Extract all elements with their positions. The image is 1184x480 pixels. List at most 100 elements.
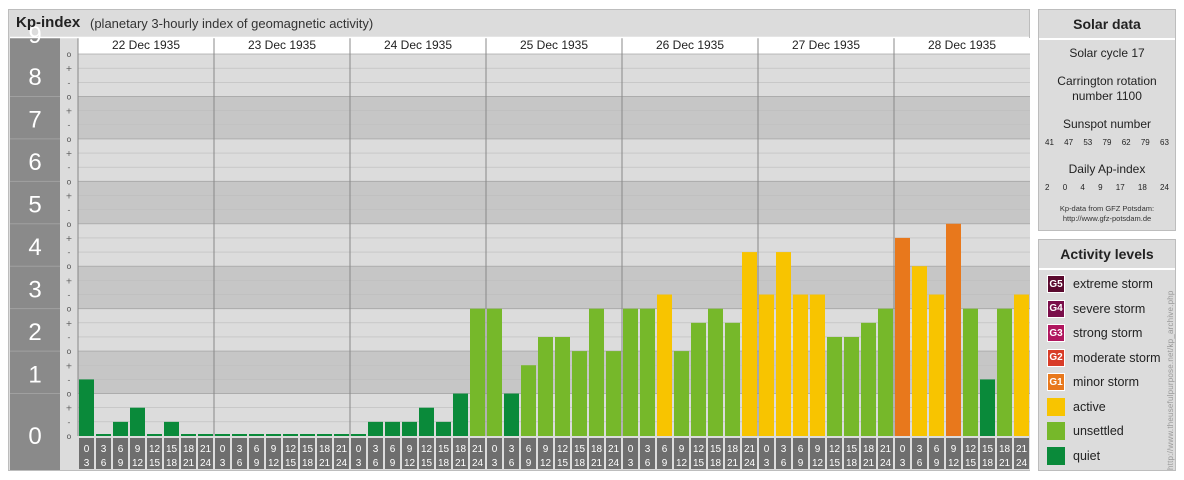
interval-cell	[300, 438, 315, 469]
interval-end: 12	[676, 458, 688, 469]
solar-value: 79	[1140, 138, 1150, 147]
interval-cell	[810, 438, 825, 469]
interval-end: 9	[798, 458, 804, 469]
legend-swatch: G1	[1047, 373, 1065, 391]
interval-cell	[385, 438, 400, 469]
level-band	[78, 181, 1030, 224]
kp-bar	[810, 294, 825, 436]
interval-start: 0	[628, 444, 634, 455]
interval-end: 21	[455, 458, 467, 469]
kp-bar	[878, 308, 893, 436]
kp-bar	[980, 379, 995, 436]
ap-index-values: 2 0 4 9 17 18 24	[1045, 183, 1169, 192]
kp-bar	[572, 351, 587, 436]
kp-bar	[283, 434, 298, 436]
interval-end: 18	[982, 458, 994, 469]
interval-end: 15	[693, 458, 705, 469]
interval-cell	[725, 438, 740, 469]
minor-tick-label: o	[67, 177, 72, 186]
interval-end: 18	[574, 458, 586, 469]
solar-value: 4	[1080, 183, 1085, 192]
interval-cell	[181, 438, 196, 469]
interval-start: 21	[472, 444, 484, 455]
interval-start: 3	[917, 444, 923, 455]
interval-start: 12	[829, 444, 841, 455]
minor-tick-label: +	[66, 191, 73, 200]
interval-start: 18	[863, 444, 875, 455]
solar-value: 9	[1098, 183, 1103, 192]
interval-cell	[929, 438, 944, 469]
interval-end: 3	[900, 458, 906, 469]
minor-tick-label: +	[66, 276, 73, 285]
solar-value: 53	[1083, 138, 1093, 147]
interval-end: 18	[302, 458, 314, 469]
interval-cell	[164, 438, 179, 469]
legend-label: strong storm	[1073, 326, 1143, 340]
interval-start: 6	[118, 444, 124, 455]
interval-start: 9	[951, 444, 957, 455]
y-tick-label: 6	[28, 149, 41, 176]
kp-bar	[402, 421, 417, 436]
interval-start: 15	[846, 444, 858, 455]
interval-cell	[589, 438, 604, 469]
interval-cell	[198, 438, 213, 469]
interval-cell	[878, 438, 893, 469]
legend-swatch	[1047, 422, 1065, 440]
legend-item: G3 strong storm	[1047, 323, 1142, 343]
kp-bar	[385, 421, 400, 436]
interval-start: 9	[135, 444, 141, 455]
kp-bar	[742, 252, 757, 436]
kp-bar	[708, 308, 723, 436]
minor-tick-label: -	[68, 291, 71, 300]
interval-cell	[538, 438, 553, 469]
interval-cell	[436, 438, 451, 469]
interval-cell	[419, 438, 434, 469]
interval-end: 3	[764, 458, 770, 469]
interval-cell	[96, 438, 111, 469]
interval-end: 21	[727, 458, 739, 469]
minor-tick-label: -	[68, 78, 71, 87]
minor-axis-column	[60, 38, 78, 470]
sunspot-values: 41 47 53 79 62 79 63	[1045, 138, 1169, 147]
credit-line-1: Kp-data from GFZ Potsdam:	[1059, 204, 1155, 213]
credit-link[interactable]: http://www.gfz-potsdam.de	[1062, 214, 1152, 223]
interval-end: 6	[917, 458, 923, 469]
minor-tick-label: -	[68, 121, 71, 130]
interval-start: 18	[999, 444, 1011, 455]
interval-end: 15	[149, 458, 161, 469]
solar-value: 0	[1062, 183, 1068, 192]
interval-start: 9	[271, 444, 277, 455]
interval-end: 21	[999, 458, 1011, 469]
interval-end: 18	[710, 458, 722, 469]
legend-label: minor storm	[1073, 375, 1139, 389]
level-band	[78, 266, 1030, 309]
interval-end: 12	[132, 458, 144, 469]
interval-start: 6	[526, 444, 532, 455]
kp-bar	[266, 434, 281, 436]
kp-bar	[232, 434, 247, 436]
y-tick-label: 1	[28, 361, 41, 388]
interval-start: 18	[591, 444, 603, 455]
day-label: 28 Dec 1935	[928, 38, 996, 52]
minor-tick-label: +	[66, 234, 73, 243]
interval-end: 9	[118, 458, 124, 469]
interval-end: 3	[220, 458, 226, 469]
kp-bar	[963, 308, 978, 436]
y-tick-label: 0	[28, 423, 41, 450]
legend-swatch	[1047, 446, 1065, 465]
interval-cell	[946, 438, 961, 469]
solar-value: 63	[1160, 138, 1169, 147]
legend-item: G5 extreme storm	[1047, 274, 1153, 294]
interval-start: 3	[781, 444, 787, 455]
interval-end: 24	[336, 458, 348, 469]
interval-start: 12	[557, 444, 569, 455]
interval-start: 21	[880, 444, 892, 455]
interval-cell	[963, 438, 978, 469]
interval-start: 18	[455, 444, 467, 455]
kp-bar	[504, 393, 519, 436]
legend-swatch	[1047, 397, 1065, 416]
interval-end: 24	[1016, 458, 1028, 469]
interval-end: 18	[438, 458, 450, 469]
interval-cell	[572, 438, 587, 469]
legend-label: quiet	[1073, 448, 1101, 463]
